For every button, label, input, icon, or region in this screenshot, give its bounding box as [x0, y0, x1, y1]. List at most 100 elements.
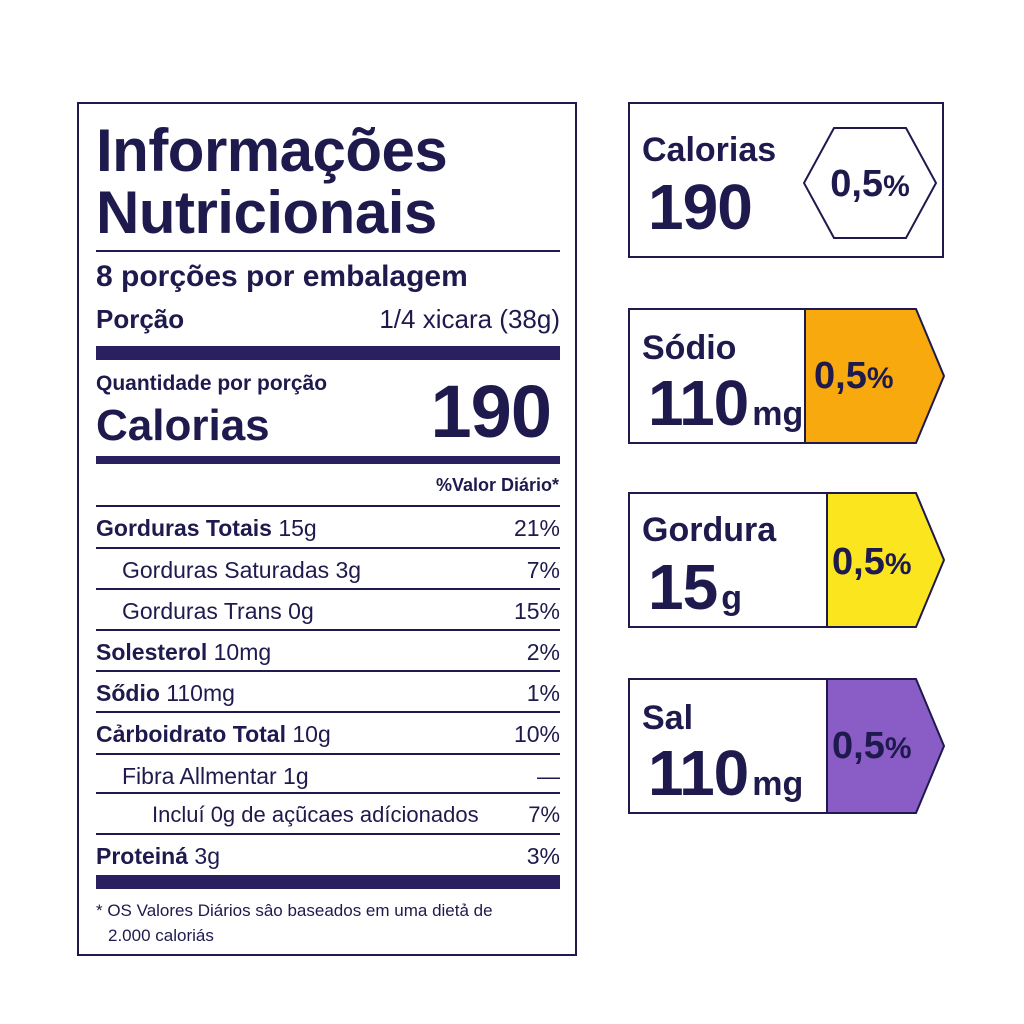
nutrient-daily-value: 3%: [526, 842, 560, 869]
badge-value-number: 190: [648, 171, 753, 243]
fat-percentage: 0,5%: [832, 540, 912, 587]
sodium-arrow-icon: [804, 308, 946, 444]
nutrient-amount: 15g: [271, 514, 317, 541]
fat-arrow-icon: [826, 492, 946, 628]
badge-value: 190: [648, 171, 753, 243]
portion-label: Porção: [96, 304, 185, 334]
badge-value-number: 110: [648, 737, 749, 809]
nutrient-daily-value: 21%: [513, 514, 560, 541]
badge-pct-sign: %: [883, 170, 910, 203]
nutrient-row: Incluí 0g de açũcaes adícionados 7%: [152, 795, 560, 835]
nutrient-amount: 3g: [188, 842, 221, 869]
nutrient-bold-label: Solesterol: [96, 638, 208, 665]
nutrition-facts-label: Informações Nutricionais 8 porções por e…: [77, 102, 577, 956]
nutrient-amount: Gorduras Saturadas 3g: [122, 556, 362, 583]
label-title-line1: Informações: [96, 117, 448, 184]
daily-value-header: %Valor Diário*: [435, 475, 559, 495]
nutrient-name: Fibra Allmentar 1g: [122, 763, 309, 790]
badge-pct-sign: %: [884, 732, 912, 765]
nutrient-daily-value: 1%: [526, 679, 560, 706]
footnote-line1: * OS Valores Diários sâo baseados em uma…: [96, 901, 493, 920]
nutrient-amount: Gorduras Trans 0g: [122, 597, 314, 624]
badge-value-unit: mg: [752, 395, 804, 433]
nutrient-bold-label: Sődio: [96, 679, 160, 706]
nutrient-row: Solesterol 10mg 2%: [96, 632, 560, 672]
label-title: Informações Nutricionais: [96, 117, 448, 246]
nutrient-daily-value: 15%: [513, 597, 560, 624]
calories-badge: Calorias 190 0,5%: [628, 102, 944, 258]
badge-value: 110 mg: [648, 738, 803, 819]
badge-value-number: 15: [648, 551, 718, 623]
nutrient-row: Fibra Allmentar 1g —: [122, 756, 560, 796]
nutrient-row: Proteiná 3g 3%: [96, 836, 560, 876]
badge-value-number: 110: [648, 367, 749, 439]
row-divider: [96, 547, 560, 549]
badge-name: Sal: [642, 699, 694, 737]
row-divider: [96, 833, 560, 835]
salt-badge: Sal 110 mg: [628, 678, 828, 814]
calories-label: Calorias: [96, 401, 270, 450]
sodium-badge: Sódio 110 mg: [628, 308, 806, 444]
nutrient-bold-label: Cảrboidrato Total: [96, 720, 286, 747]
row-divider: [96, 711, 560, 713]
badge-pct-value: 0,5: [832, 541, 885, 583]
sodium-percentage: 0,5%: [814, 354, 894, 401]
nutrient-daily-value: 7%: [528, 802, 560, 827]
badge-pct-sign: %: [866, 362, 894, 395]
row-divider: [96, 792, 560, 794]
servings-per-package: 8 porções por embalagem: [96, 260, 468, 293]
nutrient-amount: Incluí 0g de açũcaes adícionados: [152, 802, 479, 827]
nutrient-bold-label: Proteiná: [96, 842, 189, 869]
fat-badge: Gordura 15 g: [628, 492, 828, 628]
nutrient-name: Gorduras Trans 0g: [122, 598, 314, 625]
nutrient-name: Cảrboidrato Total 10g: [96, 721, 331, 748]
footnote: * OS Valores Diários sâo baseados em uma…: [96, 898, 566, 948]
bottom-thick-divider: [96, 875, 560, 889]
badge-name: Sódio: [642, 329, 737, 367]
nutrient-row: Gorduras Trans 0g 15%: [122, 591, 560, 631]
nutrient-daily-value: 2%: [526, 638, 560, 665]
nutrient-bold-label: Gorduras Totais: [96, 514, 272, 541]
thick-divider: [96, 346, 560, 360]
nutrient-name: Gorduras Saturadas 3g: [122, 557, 361, 584]
nutrient-name: Solesterol 10mg: [96, 639, 271, 666]
footnote-line2: 2.000 caloriás: [108, 926, 214, 945]
badge-name: Gordura: [642, 511, 777, 549]
nutrient-row: Gorduras Totais 15g 21%: [96, 508, 560, 548]
nutrient-amount: Fibra Allmentar 1g: [122, 762, 309, 789]
row-divider: [96, 588, 560, 590]
calories-value: 190: [430, 370, 552, 453]
portion-row: Porção 1/4 xicara (38g): [96, 302, 560, 336]
nutrient-name: Gorduras Totais 15g: [96, 515, 317, 542]
label-title-line2: Nutricionais: [96, 179, 437, 246]
nutrient-row: Gorduras Saturadas 3g 7%: [122, 550, 560, 590]
nutrient-daily-value: 7%: [526, 556, 560, 583]
badge-pct-sign: %: [884, 548, 912, 581]
nutrient-amount: 110mg: [159, 679, 235, 706]
hexagon-icon: [802, 127, 938, 239]
nutrient-amount: 10mg: [207, 638, 272, 665]
row-divider: [96, 629, 560, 631]
badge-name: Calorias: [642, 131, 777, 169]
badge-value: 15 g: [648, 552, 742, 633]
salt-percentage: 0,5%: [832, 724, 912, 771]
nutrient-name: Incluí 0g de açũcaes adícionados: [152, 802, 479, 828]
row-divider: [96, 670, 560, 672]
nutrient-daily-value: 10%: [513, 720, 560, 747]
badge-percentage: 0,5%: [810, 162, 930, 209]
nutrient-daily-value: —: [537, 762, 560, 789]
salt-arrow-icon: [826, 678, 946, 814]
medium-divider: [96, 456, 560, 464]
nutrient-name: Sődio 110mg: [96, 680, 235, 707]
nutrient-row: Sődio 110mg 1%: [96, 673, 560, 713]
row-divider: [96, 505, 560, 507]
badge-value-unit: g: [721, 579, 742, 617]
nutrient-row: Cảrboidrato Total 10g 10%: [96, 714, 560, 754]
quantity-per-portion-label: Quantidade por porção: [96, 372, 328, 395]
row-divider: [96, 753, 560, 755]
badge-pct-value: 0,5: [832, 725, 885, 767]
divider: [96, 250, 560, 252]
badge-pct-value: 0,5: [814, 355, 867, 397]
nutrient-amount: 10g: [285, 720, 331, 747]
badge-value: 110 mg: [648, 368, 803, 449]
